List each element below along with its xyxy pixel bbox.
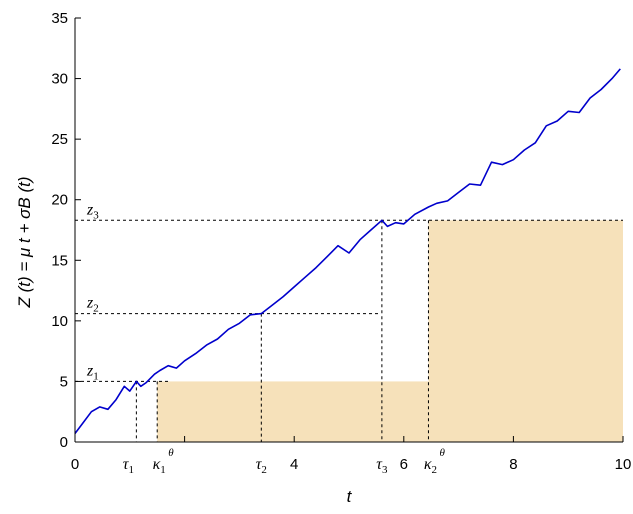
level-label-subscript: 1 (93, 370, 99, 382)
time-label-superscript-κ2: θ (439, 447, 445, 459)
y-tick-label-30: 30 (51, 71, 68, 88)
time-label-τ3: τ3 (376, 456, 388, 476)
y-tick-label-10: 10 (51, 313, 68, 330)
y-tick-label-35: 35 (51, 10, 68, 27)
x-tick-label-8: 8 (509, 456, 517, 473)
level-label-z1: z1 (86, 362, 99, 382)
x-tick-label-4: 4 (290, 456, 298, 473)
x-tick-label-6: 6 (400, 456, 408, 473)
series-line-1 (74, 68, 621, 434)
y-tick-label-20: 20 (51, 192, 68, 209)
series-layer (74, 68, 621, 434)
time-label-τ2: τ2 (256, 456, 267, 476)
y-tick-label-0: 0 (60, 434, 68, 451)
time-label-subscript: 2 (261, 464, 267, 476)
shaded-region-1 (157, 381, 429, 442)
level-label-subscript: 3 (93, 209, 99, 221)
level-label-subscript: 2 (93, 303, 99, 315)
y-tick-label-5: 5 (60, 373, 68, 390)
time-label-τ1: τ1 (123, 456, 134, 476)
time-label-subscript: 1 (128, 464, 134, 476)
time-label-subscript: 3 (382, 464, 388, 476)
time-label-subscript: 2 (432, 464, 438, 476)
y-tick-label-15: 15 (51, 252, 68, 269)
dashed-guides (75, 219, 623, 442)
shaded-regions (157, 220, 623, 442)
time-label-superscript-κ1: θ (168, 447, 174, 459)
time-label-subscript: 1 (160, 464, 166, 476)
y-tick-label-25: 25 (51, 131, 68, 148)
shaded-region-2 (428, 220, 623, 442)
time-label-κ1: κ1 (153, 456, 166, 476)
x-tick-label-0: 0 (71, 456, 79, 473)
x-tick-label-10: 10 (615, 456, 632, 473)
x-axis-title: t (347, 487, 353, 506)
level-label-z3: z3 (86, 201, 99, 221)
time-label-κ2: κ2 (424, 456, 437, 476)
y-axis-title: Z (t) = μ t + σB (t) (15, 176, 34, 308)
axes: 0 5 10 15 20 25 30 35 0 4 6 8 10 (51, 10, 631, 473)
level-label-z2: z2 (86, 295, 99, 315)
